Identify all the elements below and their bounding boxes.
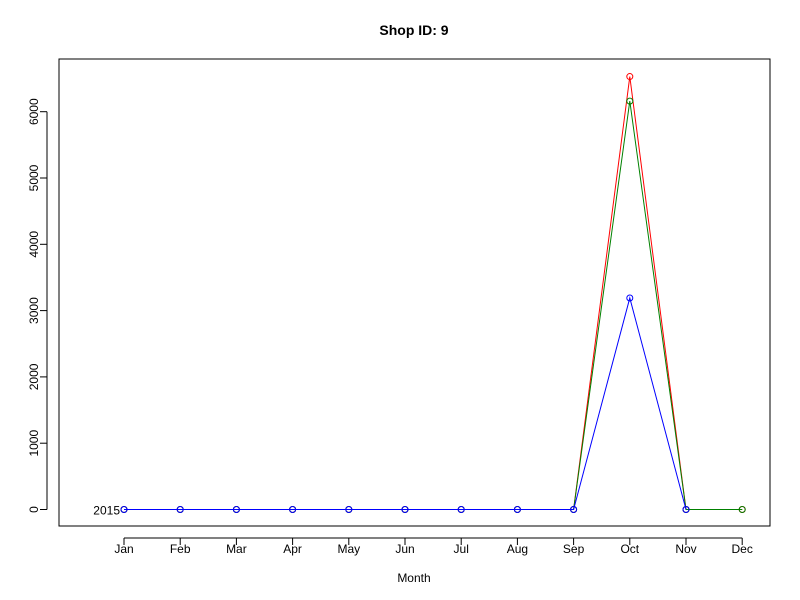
- x-tick-label: Feb: [170, 542, 191, 556]
- x-axis: Jan Feb Mar Apr May Jun Jul Aug Sep Oct Nov Dec: [114, 537, 753, 556]
- x-axis-label: Month: [397, 571, 430, 585]
- data-point: [401, 506, 409, 513]
- data-point: [176, 506, 184, 513]
- x-tick-label: Nov: [675, 542, 696, 556]
- y-tick-label: 0: [27, 506, 41, 513]
- x-tick-label: Apr: [283, 542, 302, 556]
- series-year-label: 2015: [93, 504, 120, 518]
- data-point: [738, 506, 746, 513]
- y-tick-label: 5000: [27, 164, 41, 191]
- data-point: [513, 506, 521, 513]
- data-point: [626, 294, 634, 302]
- series-3: [120, 294, 690, 513]
- data-point: [626, 97, 634, 105]
- data-point: [682, 506, 690, 513]
- chart-title: Shop ID: 9: [379, 22, 448, 38]
- y-axis: 0 1000 2000 3000 4000 5000 6000: [27, 98, 48, 513]
- y-tick-label: 2000: [27, 363, 41, 390]
- plot-frame: [58, 58, 771, 527]
- series-line: [124, 296, 687, 510]
- x-tick-label: Mar: [226, 542, 247, 556]
- data-point: [570, 506, 578, 513]
- y-tick-label: 1000: [27, 430, 41, 457]
- y-tick-label: 6000: [27, 98, 41, 125]
- annotation-layer: 2015: [93, 504, 120, 518]
- x-tick-label: Oct: [620, 542, 639, 556]
- x-tick-label: Sep: [563, 542, 585, 556]
- data-point: [120, 506, 128, 513]
- y-tick-label: 4000: [27, 231, 41, 258]
- series-layer: [120, 73, 746, 513]
- x-tick-label: Jan: [114, 542, 133, 556]
- x-tick-label: Aug: [507, 542, 528, 556]
- data-point: [457, 506, 465, 513]
- data-point: [232, 506, 240, 513]
- x-tick-label: Dec: [732, 542, 753, 556]
- y-tick-label: 3000: [27, 297, 41, 324]
- data-point: [345, 506, 353, 513]
- x-tick-label: May: [337, 542, 360, 556]
- x-tick-label: Jun: [395, 542, 414, 556]
- x-tick-label: Jul: [454, 542, 469, 556]
- data-point: [289, 506, 297, 513]
- data-point: [626, 73, 634, 81]
